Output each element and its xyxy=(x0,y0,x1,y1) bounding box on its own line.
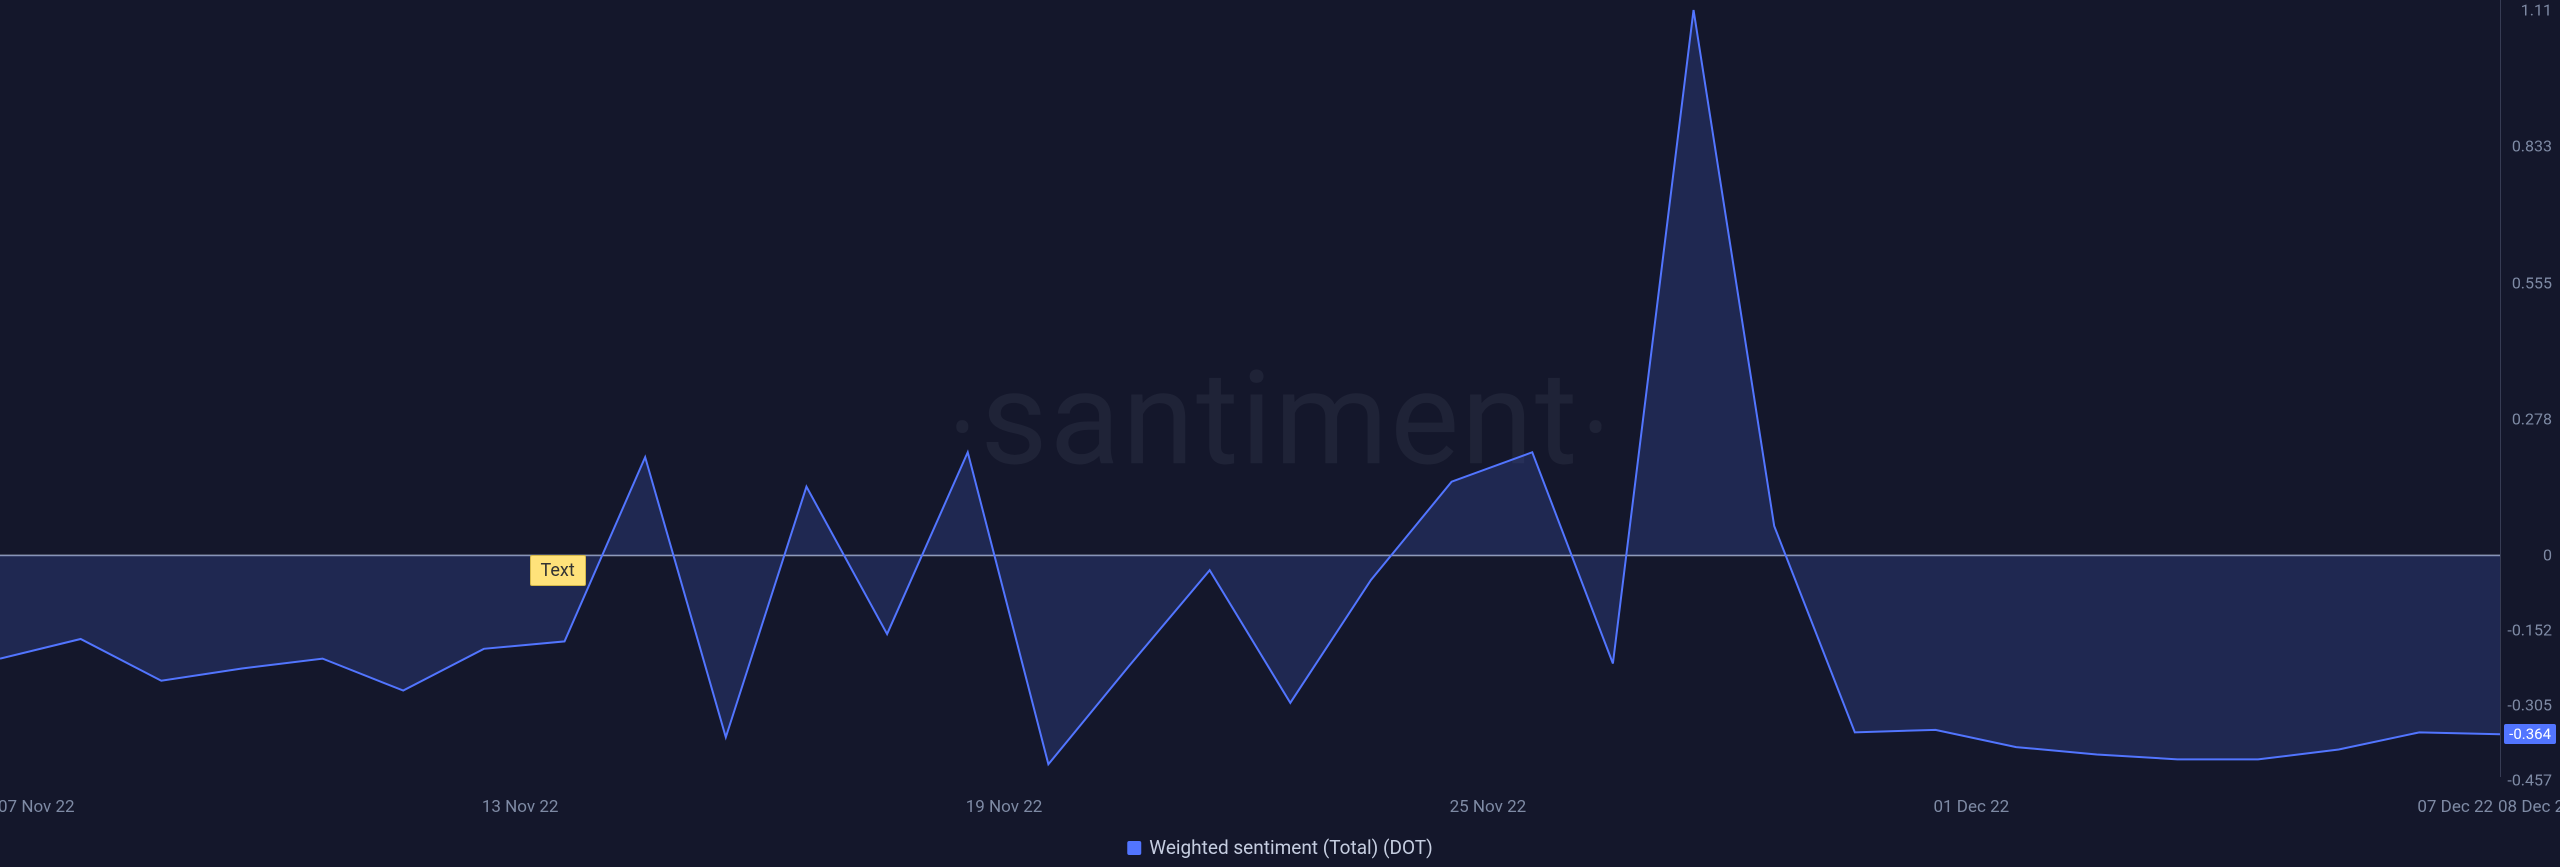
y-tick: 0.278 xyxy=(2512,409,2552,428)
legend-label: Weighted sentiment (Total) (DOT) xyxy=(1149,836,1433,859)
x-tick: 19 Nov 22 xyxy=(966,797,1043,817)
x-tick: 01 Dec 22 xyxy=(1933,797,2009,817)
y-tick: -0.152 xyxy=(2507,621,2552,640)
x-tick: 25 Nov 22 xyxy=(1450,797,1527,817)
y-tick: 0 xyxy=(2543,546,2552,565)
y-tick: 1.11 xyxy=(2521,1,2552,20)
x-tick: 08 Dec 22 xyxy=(2498,797,2560,817)
plot-svg xyxy=(0,0,2560,867)
x-tick: 07 Nov 22 xyxy=(0,797,75,817)
y-tick: -0.457 xyxy=(2507,771,2552,790)
sentiment-chart[interactable]: •santiment• 07 Nov 2213 Nov 2219 Nov 222… xyxy=(0,0,2560,867)
annotation-text-label[interactable]: Text xyxy=(530,555,586,586)
x-tick: 07 Dec 22 xyxy=(2417,797,2493,817)
current-value-badge: -0.364 xyxy=(2504,724,2556,744)
y-axis-edge xyxy=(2500,0,2501,777)
legend-swatch xyxy=(1127,841,1141,855)
x-tick: 13 Nov 22 xyxy=(482,797,559,817)
y-tick: -0.305 xyxy=(2507,696,2552,715)
y-tick: 0.555 xyxy=(2512,273,2552,292)
y-tick: 0.833 xyxy=(2512,137,2552,156)
legend[interactable]: Weighted sentiment (Total) (DOT) xyxy=(1127,836,1433,859)
series-area xyxy=(0,10,2500,764)
